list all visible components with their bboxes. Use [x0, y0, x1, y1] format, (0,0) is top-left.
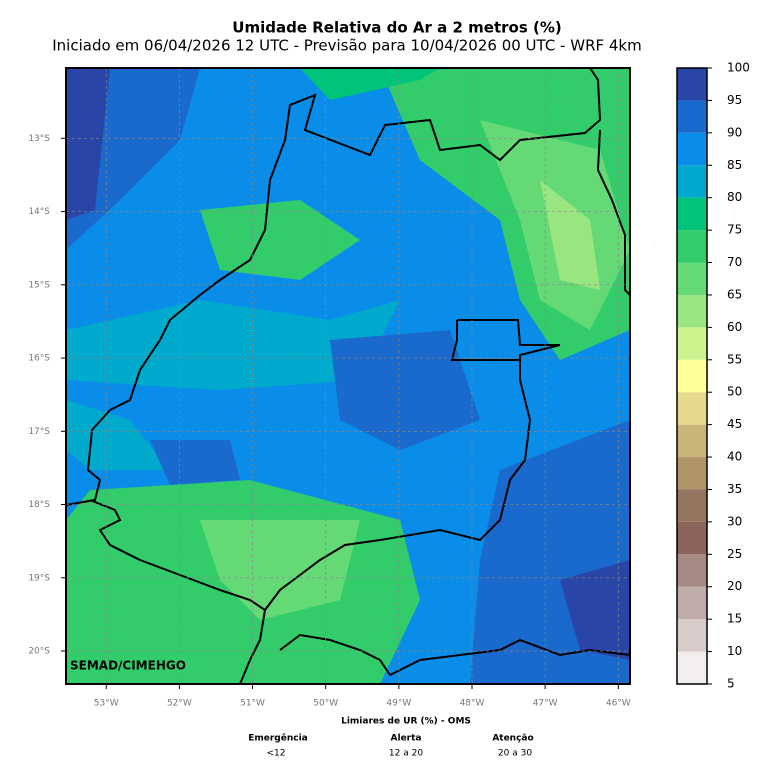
colorbar-label: 50 — [727, 385, 742, 399]
colorbar-label: 45 — [727, 417, 742, 431]
colorbar-band — [677, 457, 707, 490]
df-border — [450, 319, 560, 361]
colorbar-label: 55 — [727, 352, 742, 366]
lat-label: 13°S — [28, 134, 50, 144]
colorbar-label: 95 — [727, 93, 742, 107]
lon-label: 53°W — [94, 699, 119, 709]
colorbar-band — [677, 68, 707, 101]
colorbar-label: 75 — [727, 223, 742, 237]
lon-label: 47°W — [533, 699, 558, 709]
lon-label: 52°W — [167, 699, 192, 709]
colorbar-band — [677, 424, 707, 458]
colorbar-label: 5 — [727, 677, 735, 691]
lat-label: 18°S — [28, 500, 50, 510]
map-field — [66, 68, 630, 684]
state-borders — [65, 67, 631, 685]
lon-label: 51°W — [240, 699, 265, 709]
colorbar-band — [677, 586, 707, 620]
colorbar: 5 10 15 20 25 30 35 40 45 50 55 60 65 70 75 80 85 90 95 100 — [676, 61, 750, 691]
level-name: Emergência — [248, 733, 308, 744]
colorbar-band — [677, 197, 707, 231]
lon-label: 46°W — [606, 699, 631, 709]
colorbar-frame — [676, 67, 708, 685]
lon-label: 50°W — [313, 699, 338, 709]
colorbar-band — [677, 521, 707, 555]
colorbar-band — [677, 392, 707, 425]
colorbar-band — [677, 230, 707, 263]
colorbar-band — [677, 262, 707, 295]
colorbar-band — [677, 327, 707, 360]
lat-label: 16°S — [28, 354, 50, 364]
title: Umidade Relativa do Ar a 2 metros (%) — [232, 19, 561, 37]
lon-label: 49°W — [386, 699, 411, 709]
colorbar-label: 100 — [727, 61, 750, 75]
colorbar-label: 40 — [727, 450, 742, 464]
colorbar-label: 80 — [727, 190, 742, 204]
colorbar-band — [677, 100, 707, 133]
watermark: SEMAD/CIMEHGO — [70, 659, 186, 673]
lat-label: 20°S — [28, 647, 50, 657]
colorbar-label: 65 — [727, 287, 742, 301]
colorbar-label: 10 — [727, 644, 742, 658]
colorbar-band — [677, 294, 707, 328]
footer-title: Limiares de UR (%) - OMS — [341, 717, 471, 727]
colorbar-label: 25 — [727, 547, 742, 561]
lat-label: 15°S — [28, 280, 50, 290]
colorbar-label: 15 — [727, 612, 742, 626]
colorbar-label: 85 — [727, 158, 742, 172]
map-frame — [65, 67, 631, 685]
level-name: Atenção — [492, 734, 533, 744]
colorbar-label: 70 — [727, 255, 742, 269]
colorbar-band — [677, 132, 707, 166]
colorbar-label: 20 — [727, 579, 742, 593]
level-range: 12 a 20 — [389, 749, 423, 759]
colorbar-band — [677, 359, 707, 393]
lat-label: 17°S — [28, 427, 50, 437]
level-range: 20 a 30 — [498, 749, 532, 759]
colorbar-label: 35 — [727, 482, 742, 496]
colorbar-label: 30 — [727, 514, 742, 528]
subtitle: Iniciado em 06/04/2026 12 UTC - Previsão… — [52, 37, 641, 55]
lon-label: 48°W — [460, 699, 485, 709]
colorbar-band — [677, 489, 707, 522]
colorbar-label: 90 — [727, 125, 742, 139]
colorbar-band — [677, 554, 707, 587]
lat-label: 14°S — [28, 207, 50, 217]
lat-label: 19°S — [28, 573, 50, 583]
colorbar-label: 60 — [727, 320, 742, 334]
level-name: Alerta — [391, 734, 422, 744]
grid — [66, 68, 630, 684]
colorbar-band — [677, 165, 707, 198]
colorbar-band — [677, 651, 707, 684]
colorbar-band — [677, 619, 707, 652]
level-range: <12 — [267, 749, 286, 759]
